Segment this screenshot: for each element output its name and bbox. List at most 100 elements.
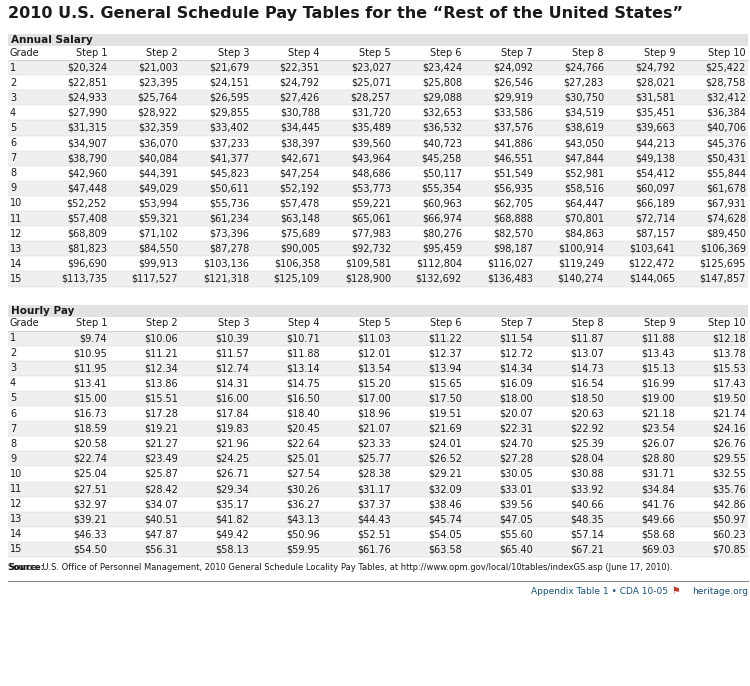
Bar — [8, 316, 748, 331]
Text: $39.56: $39.56 — [500, 499, 533, 509]
Text: $26,546: $26,546 — [493, 78, 533, 88]
Text: 11: 11 — [10, 484, 22, 494]
Text: $52,252: $52,252 — [67, 198, 107, 209]
Text: $54.05: $54.05 — [428, 530, 462, 539]
Bar — [8, 391, 748, 406]
Text: $53,994: $53,994 — [138, 198, 178, 209]
Text: $12.37: $12.37 — [428, 348, 462, 358]
Text: $106,358: $106,358 — [274, 259, 320, 269]
Text: Step 9: Step 9 — [644, 48, 675, 58]
Text: $49.66: $49.66 — [641, 514, 675, 524]
Text: Step 5: Step 5 — [359, 318, 391, 329]
Bar — [8, 406, 748, 421]
Text: $22.31: $22.31 — [500, 424, 533, 434]
Text: Step 4: Step 4 — [289, 48, 320, 58]
Text: $29.21: $29.21 — [428, 469, 462, 479]
Text: $55.60: $55.60 — [500, 530, 533, 539]
Bar — [8, 497, 748, 512]
Text: 10: 10 — [10, 469, 22, 479]
Text: $33.01: $33.01 — [500, 484, 533, 494]
Text: $57,478: $57,478 — [280, 198, 320, 209]
Bar — [8, 166, 748, 181]
Text: $11.88: $11.88 — [286, 348, 320, 358]
Text: $47.05: $47.05 — [500, 514, 533, 524]
Text: $89,450: $89,450 — [706, 228, 746, 239]
Text: $34.07: $34.07 — [144, 499, 178, 509]
Text: $20.07: $20.07 — [500, 409, 533, 418]
Text: $24,092: $24,092 — [493, 62, 533, 73]
Text: $25.39: $25.39 — [570, 439, 604, 449]
Text: 1: 1 — [10, 62, 16, 73]
Text: $66,974: $66,974 — [422, 213, 462, 224]
Text: $16.09: $16.09 — [500, 379, 533, 388]
Text: $24,933: $24,933 — [67, 93, 107, 103]
Text: $65.40: $65.40 — [500, 545, 533, 554]
Text: $47,448: $47,448 — [67, 183, 107, 193]
Text: $42,671: $42,671 — [280, 153, 320, 163]
Text: $56.31: $56.31 — [144, 545, 178, 554]
Text: $24.01: $24.01 — [428, 439, 462, 449]
Text: $47,844: $47,844 — [564, 153, 604, 163]
Text: Step 7: Step 7 — [501, 48, 533, 58]
Text: $10.95: $10.95 — [74, 348, 107, 358]
Text: $21.07: $21.07 — [357, 424, 391, 434]
Text: ⚑: ⚑ — [671, 586, 680, 596]
Text: $39,560: $39,560 — [351, 138, 391, 148]
Text: $9.74: $9.74 — [80, 333, 107, 343]
Text: $56,935: $56,935 — [493, 183, 533, 193]
Text: $44.43: $44.43 — [357, 514, 391, 524]
Text: $23,424: $23,424 — [422, 62, 462, 73]
Text: $11.57: $11.57 — [215, 348, 249, 358]
Text: $144,065: $144,065 — [628, 274, 675, 284]
Bar — [8, 466, 748, 482]
Bar — [8, 512, 748, 527]
Text: $27,990: $27,990 — [67, 108, 107, 118]
Text: $43,964: $43,964 — [351, 153, 391, 163]
Text: Source: U.S. Office of Personnel Management, 2010 General Schedule Locality Pay : Source: U.S. Office of Personnel Managem… — [8, 563, 673, 572]
Text: $58.13: $58.13 — [215, 545, 249, 554]
Text: $31.71: $31.71 — [641, 469, 675, 479]
Text: $62,705: $62,705 — [493, 198, 533, 209]
Text: $22,351: $22,351 — [280, 62, 320, 73]
Text: $36.27: $36.27 — [286, 499, 320, 509]
Text: $106,369: $106,369 — [700, 244, 746, 254]
Bar — [8, 305, 748, 316]
Text: $147,857: $147,857 — [700, 274, 746, 284]
Text: $15.13: $15.13 — [641, 364, 675, 373]
Text: 2: 2 — [10, 348, 16, 358]
Text: $29,919: $29,919 — [493, 93, 533, 103]
Bar — [8, 287, 748, 305]
Text: 3: 3 — [10, 364, 16, 373]
Text: $28,758: $28,758 — [706, 78, 746, 88]
Text: Step 8: Step 8 — [572, 48, 604, 58]
Text: $57.14: $57.14 — [570, 530, 604, 539]
Text: $30.88: $30.88 — [570, 469, 604, 479]
Text: $33.92: $33.92 — [570, 484, 604, 494]
Text: $13.78: $13.78 — [712, 348, 746, 358]
Text: $69.03: $69.03 — [641, 545, 675, 554]
Text: $27.54: $27.54 — [286, 469, 320, 479]
Text: $68,809: $68,809 — [68, 228, 107, 239]
Text: Step 5: Step 5 — [359, 48, 391, 58]
Text: $24.25: $24.25 — [215, 454, 249, 464]
Text: $119,249: $119,249 — [558, 259, 604, 269]
Text: $32,412: $32,412 — [706, 93, 746, 103]
Text: $19.21: $19.21 — [144, 424, 178, 434]
Text: $55,844: $55,844 — [706, 168, 746, 178]
Text: $45,258: $45,258 — [422, 153, 462, 163]
Text: 3: 3 — [10, 93, 16, 103]
Text: $43.13: $43.13 — [286, 514, 320, 524]
Text: Step 1: Step 1 — [76, 318, 107, 329]
Text: $40.66: $40.66 — [570, 499, 604, 509]
Text: $60.23: $60.23 — [712, 530, 746, 539]
Text: $50,611: $50,611 — [209, 183, 249, 193]
Text: $64,447: $64,447 — [564, 198, 604, 209]
Text: $125,695: $125,695 — [700, 259, 746, 269]
Text: $71,102: $71,102 — [138, 228, 178, 239]
Text: $24.16: $24.16 — [712, 424, 746, 434]
Text: $27,283: $27,283 — [564, 78, 604, 88]
Text: $116,027: $116,027 — [487, 259, 533, 269]
Text: 5: 5 — [10, 123, 16, 133]
Text: $19.51: $19.51 — [428, 409, 462, 418]
Text: $52,981: $52,981 — [564, 168, 604, 178]
